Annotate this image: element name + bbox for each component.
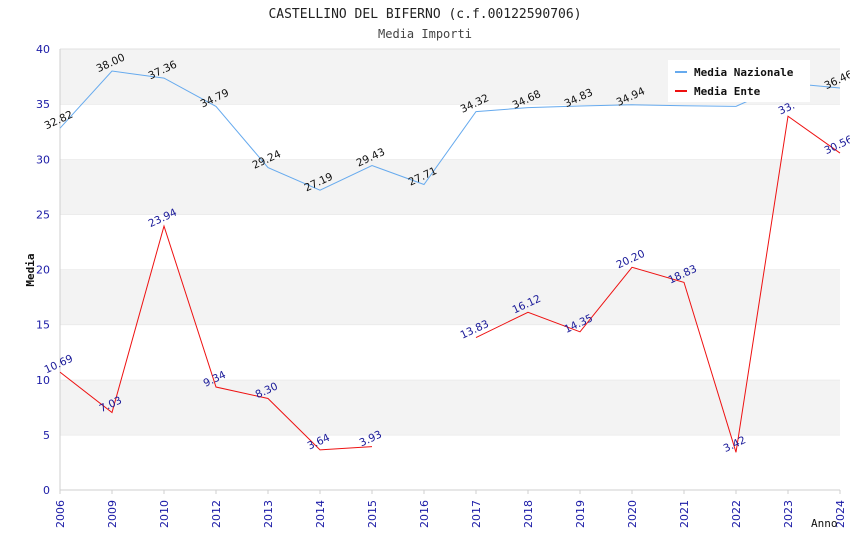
chart-title: CASTELLINO DEL BIFERNO (c.f.00122590706): [268, 7, 581, 22]
y-tick-label: 30: [36, 153, 50, 166]
grid-band: [60, 379, 840, 435]
x-tick-label: 2012: [210, 500, 223, 528]
y-tick-label: 15: [36, 319, 50, 332]
legend: Media Nazionale Media Ente: [668, 60, 810, 102]
y-axis-label: Media: [24, 253, 37, 286]
grid-band: [60, 324, 840, 380]
x-tick-label: 2018: [522, 500, 535, 528]
series-lines: [59, 70, 841, 453]
x-axis-label: Anno: [811, 517, 838, 530]
y-tick-label: 5: [43, 429, 50, 442]
legend-entry: Media Ente: [694, 85, 761, 98]
series-line-media-nazionale: [59, 70, 841, 191]
y-tick-label: 20: [36, 264, 50, 277]
x-tick-label: 2020: [626, 500, 639, 528]
chart-subtitle: Media Importi: [378, 27, 472, 41]
x-tick-label: 2023: [782, 500, 795, 528]
axes: 0 5 10 15 20 25 30 35 40 2006 2009 2010 2012 2013 2014…: [36, 43, 847, 528]
grid-band: [60, 159, 840, 215]
x-tick-label: 2016: [418, 500, 431, 528]
grid-bands: [60, 48, 840, 490]
x-tick-label: 2015: [366, 500, 379, 528]
x-tick-label: 2017: [470, 500, 483, 528]
grid-band: [60, 269, 840, 325]
y-tick-label: 40: [36, 43, 50, 56]
x-tick-label: 2006: [54, 500, 67, 528]
legend-entry: Media Nazionale: [694, 66, 794, 79]
x-tick-label: 2021: [678, 500, 691, 528]
grid-band: [60, 214, 840, 270]
y-tick-label: 0: [43, 484, 50, 497]
x-tick-label: 2022: [730, 500, 743, 528]
x-tick-label: 2024: [834, 500, 847, 528]
y-tick-label: 10: [36, 374, 50, 387]
x-tick-label: 2010: [158, 500, 171, 528]
x-tick-label: 2013: [262, 500, 275, 528]
y-tick-label: 25: [36, 208, 50, 221]
x-tick-label: 2014: [314, 500, 327, 528]
x-tick-label: 2019: [574, 500, 587, 528]
y-tick-label: 35: [36, 98, 50, 111]
x-tick-label: 2009: [106, 500, 119, 528]
grid-band: [60, 104, 840, 160]
grid-band: [60, 434, 840, 490]
legend-box: [668, 60, 810, 102]
series-line-media-ente: [475, 115, 841, 453]
